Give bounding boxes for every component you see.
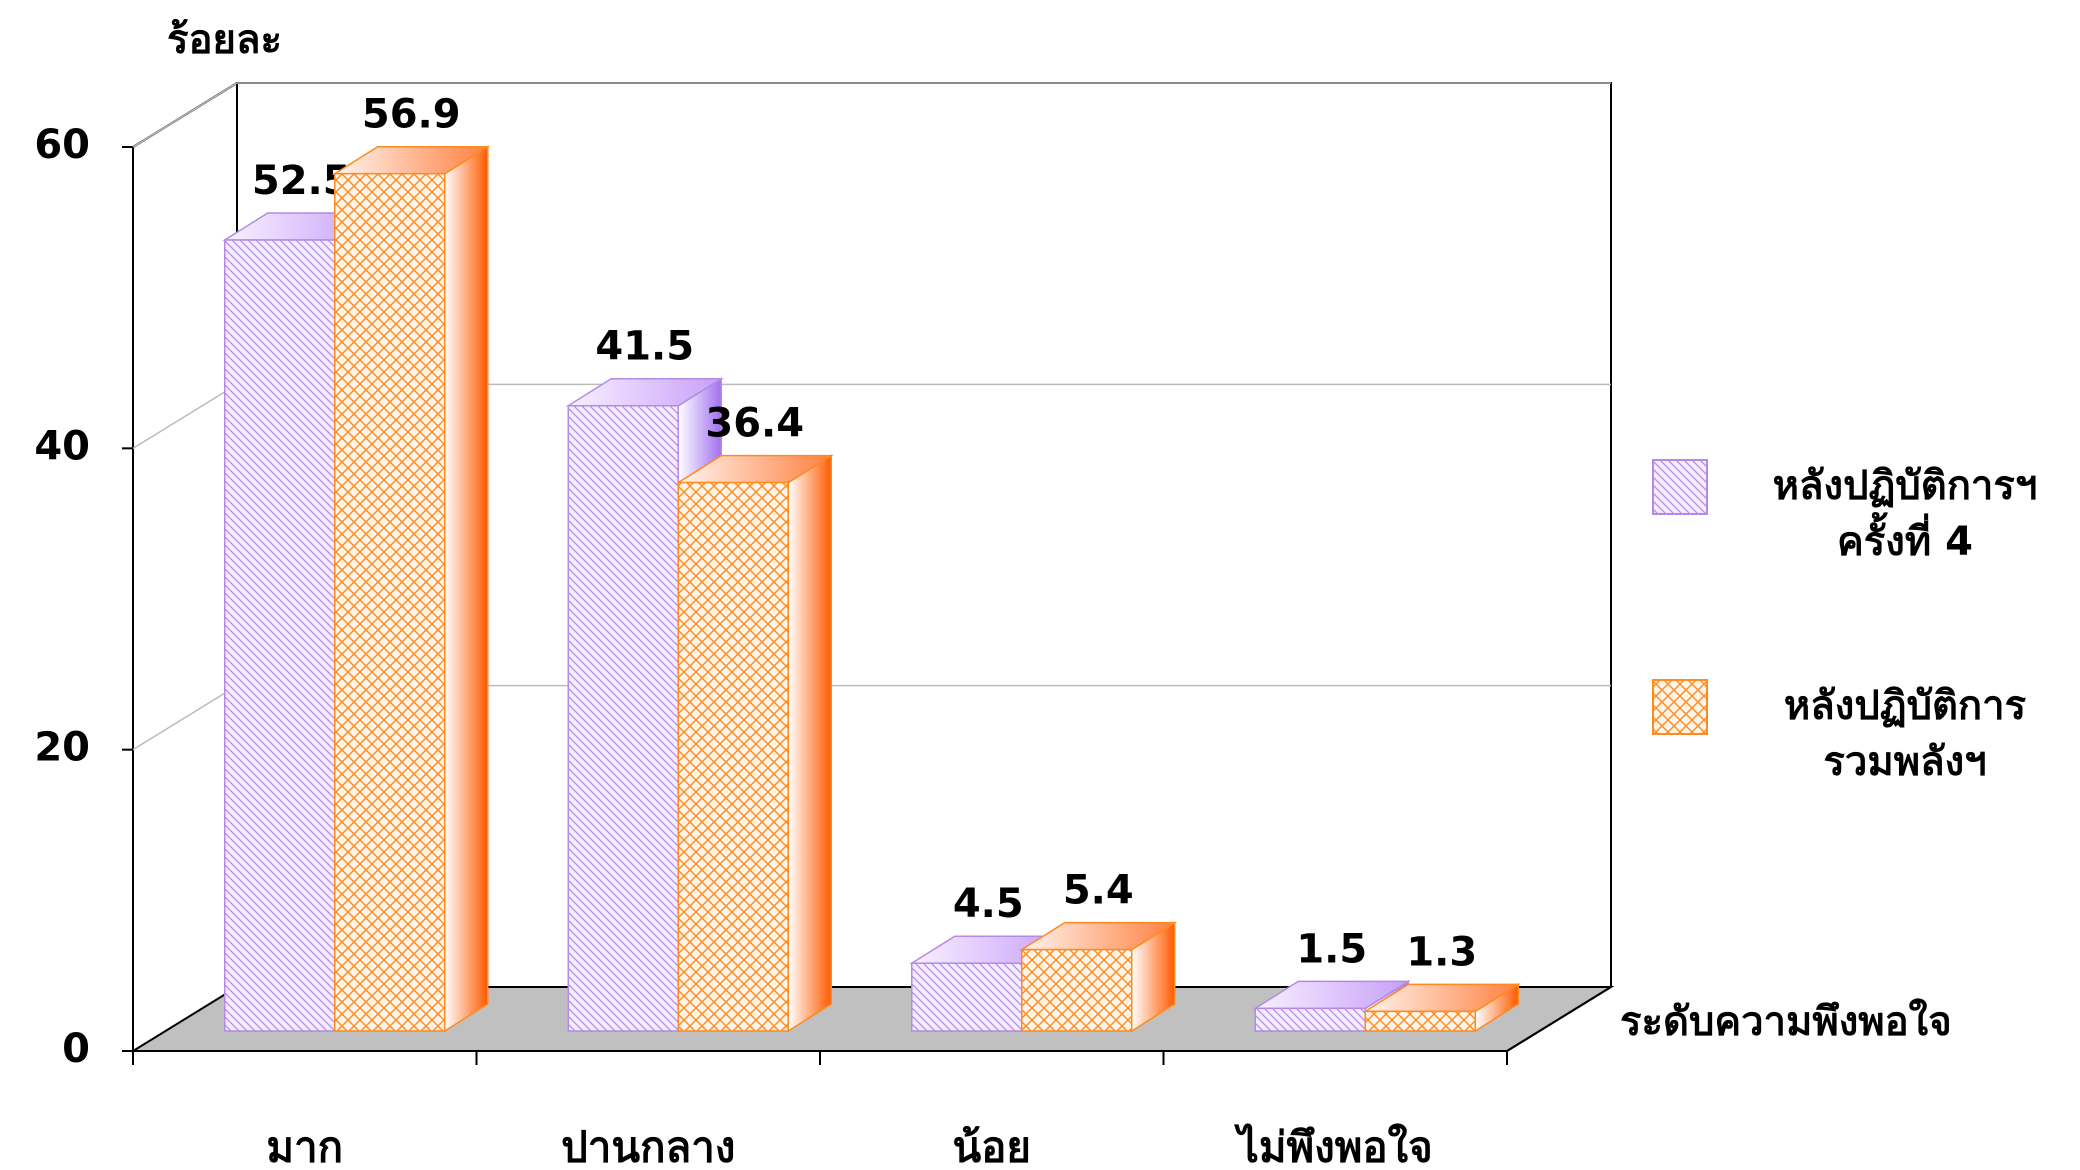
bar-side <box>444 145 489 1033</box>
grid-line <box>132 685 238 751</box>
legend-label: หลังปฏิบัติการฯ ครั้งที่ 4 <box>1772 463 2038 565</box>
value-label: 4.5 <box>953 881 1024 927</box>
bar <box>567 404 679 1032</box>
bar-side <box>787 454 832 1033</box>
bar <box>1254 1007 1366 1032</box>
grid-line <box>132 383 238 449</box>
y-tick-label: 20 <box>34 725 90 771</box>
y-tick-label: 40 <box>34 423 90 469</box>
bar <box>911 962 1023 1032</box>
value-label: 56.9 <box>362 92 461 138</box>
value-label: 41.5 <box>595 324 694 370</box>
grid-line <box>132 82 238 148</box>
legend-label: หลังปฏิบัติการ รวมพลังฯ <box>1783 683 2027 785</box>
bar <box>334 172 446 1032</box>
x-axis-title: ระดับความพึงพอใจ <box>1620 998 1952 1045</box>
value-label: 1.5 <box>1296 926 1367 972</box>
bar <box>224 239 336 1032</box>
bar <box>1364 1010 1476 1032</box>
plot: 0204060มาก52.556.9ปานกลาง41.536.4น้อย4.5… <box>34 82 1611 1170</box>
y-tick-label: 60 <box>34 122 90 168</box>
legend-swatch <box>1652 679 1708 735</box>
value-label: 1.3 <box>1406 929 1477 975</box>
floor-edge <box>1506 986 1612 1052</box>
x-tick-label: น้อย <box>952 1123 1031 1170</box>
x-tick-label: ปานกลาง <box>561 1123 735 1170</box>
value-label: 36.4 <box>705 401 804 447</box>
x-tick-label: มาก <box>266 1123 343 1170</box>
bar <box>677 481 789 1032</box>
y-tick-label: 0 <box>62 1026 90 1072</box>
y-axis-title: ร้อยละ <box>167 17 282 63</box>
value-label: 5.4 <box>1063 868 1134 914</box>
x-tick-label: ไม่พึงพอใจ <box>1234 1123 1433 1170</box>
bar <box>1021 948 1133 1032</box>
legend-swatch <box>1652 459 1708 515</box>
